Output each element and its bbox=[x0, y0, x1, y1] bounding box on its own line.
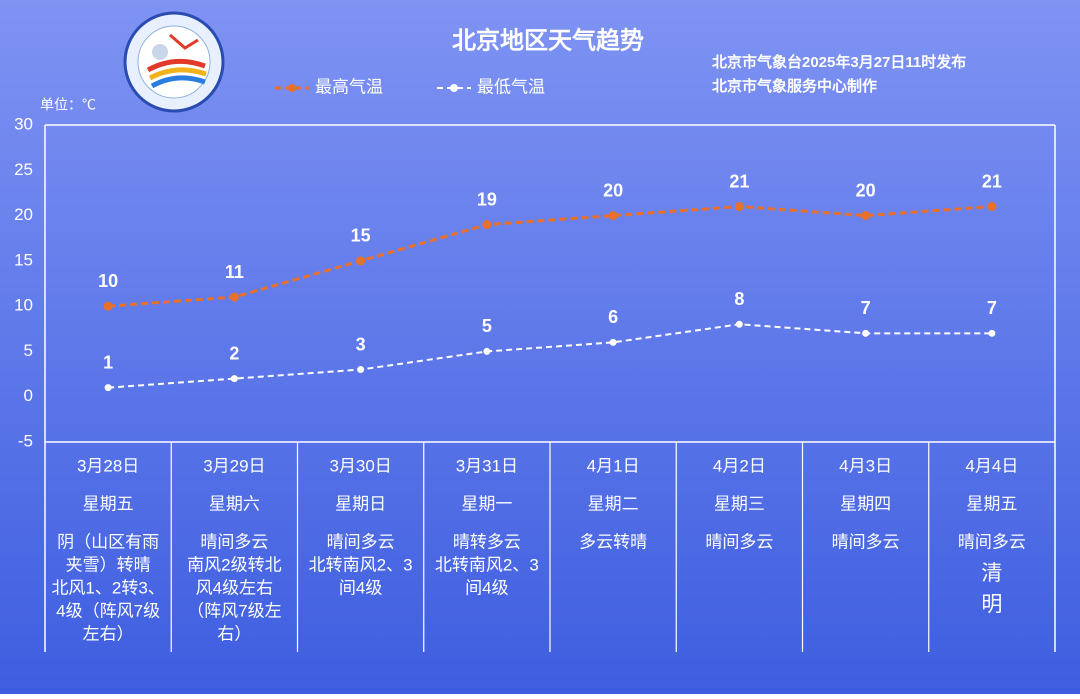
point bbox=[103, 301, 113, 311]
y-tick-label: 20 bbox=[14, 205, 33, 224]
x-tick-label: 4月1日 bbox=[587, 456, 640, 475]
value-label: 20 bbox=[856, 180, 876, 200]
weather-text: 4级（阵风7级 bbox=[56, 601, 160, 620]
weather-text: 南风2级转北 bbox=[187, 555, 281, 574]
x-tick-label: 3月28日 bbox=[77, 456, 139, 475]
weekday: 星期四 bbox=[840, 494, 891, 513]
point bbox=[356, 256, 366, 266]
x-tick-label: 4月2日 bbox=[713, 456, 766, 475]
point bbox=[609, 338, 617, 346]
point bbox=[357, 366, 365, 374]
y-tick-label: 30 bbox=[14, 114, 33, 133]
weekday: 星期日 bbox=[335, 494, 386, 513]
frame bbox=[44, 124, 1056, 652]
point bbox=[230, 375, 238, 383]
point bbox=[608, 211, 618, 221]
weather-text: 间4级 bbox=[465, 578, 508, 597]
value-label: 7 bbox=[987, 298, 997, 318]
value-label: 5 bbox=[482, 316, 492, 336]
value-label: 6 bbox=[608, 307, 618, 327]
y-tick-label: 0 bbox=[24, 386, 33, 405]
value-label: 20 bbox=[603, 180, 623, 200]
point bbox=[862, 329, 870, 337]
x-tick-label: 3月29日 bbox=[203, 456, 265, 475]
series-line bbox=[108, 323, 992, 389]
weather-text: 北转南风2、3 bbox=[435, 555, 539, 574]
y-tick-label: 5 bbox=[24, 341, 33, 360]
point bbox=[861, 211, 871, 221]
value-label: 2 bbox=[229, 343, 239, 363]
weekday: 星期一 bbox=[461, 494, 512, 513]
value-label: 10 bbox=[98, 271, 118, 291]
weather-text: 晴间多云 bbox=[832, 532, 900, 551]
y-tick-label: 25 bbox=[14, 160, 33, 179]
x-tick-label: 3月31日 bbox=[456, 456, 518, 475]
x-tick-label: 4月4日 bbox=[965, 456, 1018, 475]
point bbox=[483, 347, 491, 355]
legend-label: 最高气温 bbox=[315, 77, 383, 96]
logo bbox=[123, 11, 225, 113]
point bbox=[988, 329, 996, 337]
legend-marker bbox=[450, 84, 458, 92]
weather-text: 左右） bbox=[83, 624, 134, 643]
weather-text: 风4级左右 bbox=[196, 578, 273, 597]
value-label: 8 bbox=[734, 289, 744, 309]
value-label: 3 bbox=[356, 334, 366, 354]
unit-label: 单位：℃ bbox=[40, 97, 96, 113]
x-tick-label: 4月3日 bbox=[839, 456, 892, 475]
y-tick-label: 10 bbox=[14, 296, 33, 315]
note: 清 bbox=[981, 561, 1002, 585]
note: 明 bbox=[981, 592, 1002, 616]
weekday: 星期三 bbox=[714, 494, 765, 513]
y-tick-label: 15 bbox=[14, 250, 33, 269]
y-tick-label: -5 bbox=[18, 431, 33, 450]
point bbox=[229, 292, 239, 302]
legend-marker bbox=[288, 84, 296, 92]
weather-text: 晴间多云 bbox=[327, 532, 395, 551]
weather-text: 阴（山区有雨 bbox=[57, 532, 159, 551]
value-label: 21 bbox=[982, 171, 1002, 191]
weather-text: 北风1、2转3、 bbox=[51, 578, 164, 597]
point bbox=[734, 202, 744, 212]
series-line bbox=[108, 205, 992, 308]
value-label: 15 bbox=[351, 226, 371, 246]
weekday: 星期二 bbox=[588, 494, 639, 513]
weather-text: 间4级 bbox=[339, 578, 382, 597]
weather-text: 夹雪）转晴 bbox=[66, 555, 151, 574]
weather-text: 多云转晴 bbox=[579, 532, 647, 551]
value-label: 7 bbox=[861, 298, 871, 318]
weekday: 星期五 bbox=[83, 494, 134, 513]
weather-text: 晴间多云 bbox=[958, 532, 1026, 551]
weather-text: 右） bbox=[217, 624, 251, 643]
weather-text: 晴间多云 bbox=[200, 532, 268, 551]
weather-text: 晴间多云 bbox=[705, 532, 773, 551]
weekday: 星期五 bbox=[966, 494, 1017, 513]
value-label: 1 bbox=[103, 352, 113, 372]
publisher: 北京市气象台2025年3月27日11时发布 bbox=[712, 53, 966, 71]
chart-title: 北京地区天气趋势 bbox=[452, 26, 644, 54]
value-label: 19 bbox=[477, 189, 497, 209]
weather-text: （阵风7级左 bbox=[187, 601, 281, 620]
weather-text: 晴转多云 bbox=[453, 532, 521, 551]
weather-text: 北转南风2、3 bbox=[309, 555, 413, 574]
value-label: 11 bbox=[225, 262, 244, 282]
point bbox=[987, 202, 997, 212]
legend-label: 最低气温 bbox=[477, 77, 545, 96]
point bbox=[104, 384, 112, 392]
publisher: 北京市气象服务中心制作 bbox=[712, 77, 877, 95]
x-tick-label: 3月30日 bbox=[329, 456, 391, 475]
value-label: 21 bbox=[729, 171, 749, 191]
weekday: 星期六 bbox=[209, 494, 260, 513]
point bbox=[482, 220, 492, 230]
point bbox=[735, 320, 743, 328]
